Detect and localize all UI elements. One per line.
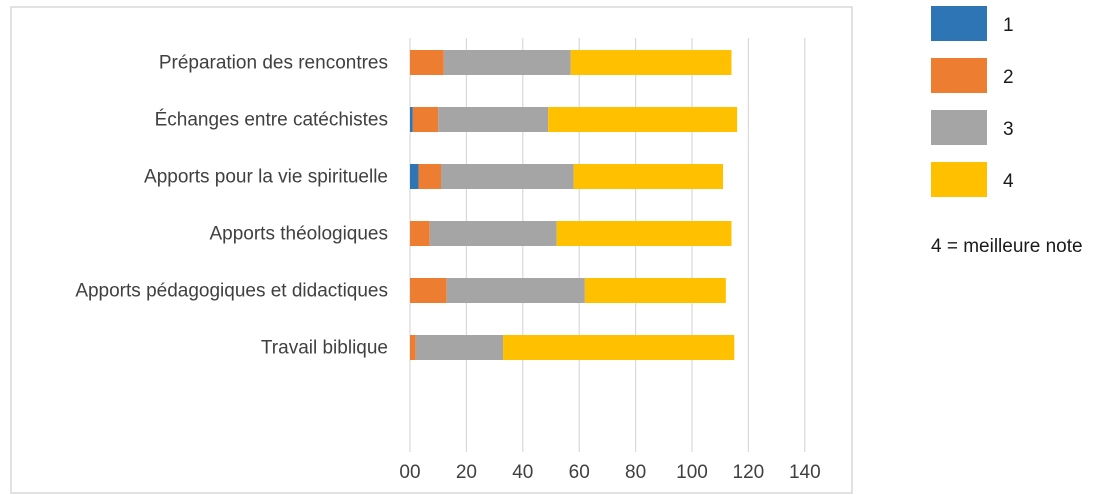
- bar-segment-3: [446, 278, 585, 303]
- bar-segment-2: [410, 335, 416, 360]
- bar-segment-4: [573, 164, 724, 189]
- bar-segment-4: [503, 335, 735, 360]
- x-axis-tick-labels: 00 20 40 60 80 100 120 140: [399, 462, 820, 483]
- bar-segment-1: [410, 107, 413, 132]
- legend-label: 4: [1003, 171, 1014, 192]
- legend-swatch-1: [931, 6, 987, 41]
- x-tick-label: 00: [399, 462, 420, 483]
- bar-segment-3: [415, 335, 504, 360]
- bar-segment-2: [418, 164, 442, 189]
- legend-label: 3: [1003, 119, 1014, 140]
- x-tick-label: 100: [676, 462, 708, 483]
- legend-note: 4 = meilleure note: [931, 236, 1083, 257]
- category-label: Travail biblique: [261, 338, 388, 359]
- category-label: Échanges entre catéchistes: [155, 110, 388, 131]
- bar-segment-2: [412, 107, 439, 132]
- x-tick-label: 60: [569, 462, 590, 483]
- bar-segment-3: [438, 107, 549, 132]
- bar-segment-2: [410, 50, 444, 75]
- x-tick-label: 80: [625, 462, 646, 483]
- category-label: Apports théologiques: [209, 224, 388, 245]
- bars: [410, 50, 738, 360]
- legend: 1 2 3 4: [931, 6, 1014, 197]
- bar-segment-3: [429, 221, 557, 246]
- bar-segment-4: [556, 221, 732, 246]
- bar-segment-2: [410, 278, 447, 303]
- category-label: Apports pour la vie spirituelle: [144, 167, 388, 188]
- bar-segment-4: [570, 50, 732, 75]
- category-labels: Préparation des rencontres Échanges entre…: [75, 53, 388, 359]
- legend-swatch-4: [931, 162, 987, 197]
- bar-segment-4: [548, 107, 738, 132]
- x-tick-label: 20: [456, 462, 477, 483]
- bar-segment-2: [410, 221, 430, 246]
- category-label: Apports pédagogiques et didactiques: [75, 281, 388, 302]
- x-tick-label: 40: [512, 462, 533, 483]
- legend-swatch-3: [931, 110, 987, 145]
- legend-label: 2: [1003, 67, 1014, 88]
- chart-area-border: [10, 6, 853, 494]
- category-label: Préparation des rencontres: [159, 53, 388, 74]
- x-tick-label: 140: [789, 462, 821, 483]
- bar-segment-1: [410, 164, 419, 189]
- x-tick-label: 120: [733, 462, 765, 483]
- bar-segment-4: [584, 278, 726, 303]
- bar-segment-3: [441, 164, 574, 189]
- legend-label: 1: [1003, 15, 1014, 36]
- bar-segment-3: [443, 50, 571, 75]
- legend-swatch-2: [931, 58, 987, 93]
